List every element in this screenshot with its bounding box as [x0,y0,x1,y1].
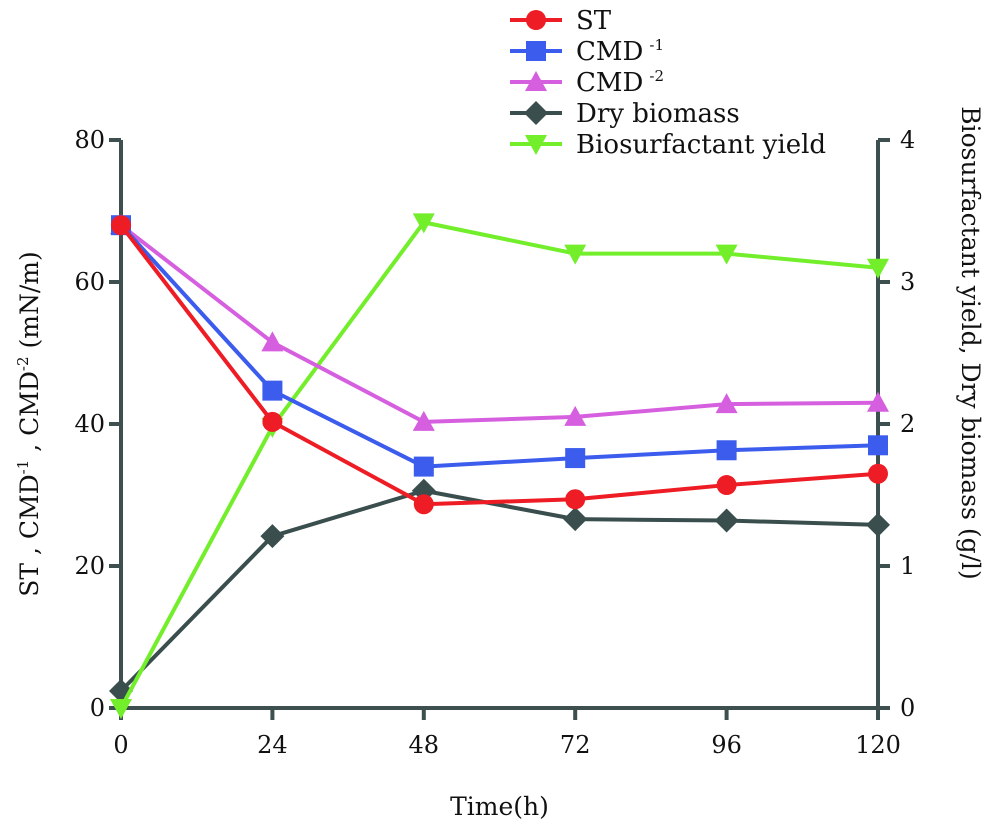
y-right-tick-label: 0 [900,694,915,722]
data-point [412,213,435,234]
data-point [716,440,737,461]
data-point [564,405,587,426]
data-point [526,41,546,61]
data-point [525,135,547,155]
x-tick-label: 120 [855,731,901,759]
data-point [260,524,285,549]
legend-item: ST [510,6,612,36]
legend-item: Biosurfactant yield [510,130,826,160]
y-left-axis-title-part: (mN/m) [15,251,44,356]
data-point [867,391,889,412]
legend-label: ST [576,6,612,36]
data-point [524,101,548,125]
legend-label: Dry biomass [576,99,740,129]
data-point [868,463,888,484]
data-point [525,71,547,91]
x-tick-label: 96 [711,731,742,759]
y-left-axis-title-part: ST , CMD [15,474,44,596]
y-left-tick-label: 80 [74,126,105,154]
data-point [866,512,890,537]
x-tick-label: 24 [257,731,288,759]
y-right-tick-label: 3 [900,268,915,296]
y-left-tick-label: 0 [90,694,105,722]
data-point [715,244,738,265]
y-left-axis-title-part: -2 [14,356,32,371]
data-point [110,699,132,719]
data-point [868,435,888,456]
series-line [119,488,879,693]
legend-item: Dry biomass [510,99,740,129]
series-cmd-1 [111,215,888,477]
y-right-tick-label: 1 [900,552,915,580]
data-point [262,411,283,432]
legend-label-sup: -2 [649,67,664,85]
x-tick-label: 48 [409,731,440,759]
legend-label-text: CMD [576,68,643,98]
data-point [714,508,739,533]
legend-label: CMD -2 [576,67,664,98]
series-biosurfactant-yield [110,213,889,719]
y-left-tick-label: 20 [74,552,105,580]
y-left-tick-label: 40 [74,410,105,438]
data-point [716,475,737,496]
y-left-axis-title-part: , CMD [15,371,44,460]
data-point [563,507,588,532]
legend-label-text: ST [576,6,612,36]
data-point [564,244,587,265]
legend-label-text: Biosurfactant yield [576,130,826,160]
data-point [412,410,435,431]
data-point [867,258,889,279]
data-point [413,456,434,477]
series-line [119,223,879,469]
legend-label-text: CMD [576,37,643,67]
y-left-tick-label: 60 [74,268,105,296]
series-line [119,223,879,424]
series-dry-biomass [109,478,890,703]
legend-item: CMD -2 [510,67,664,98]
x-tick-label: 0 [113,731,128,759]
x-tick-label: 72 [560,731,591,759]
series-st [111,215,888,515]
data-point [526,10,546,30]
legend-label-text: Dry biomass [576,99,740,129]
y-left-axis-title-part: -1 [14,460,32,475]
data-point [565,448,586,469]
data-point [262,380,283,401]
data-point [715,393,738,414]
data-point [111,215,131,236]
data-point [261,331,284,352]
data-point [413,494,434,515]
legend-item: CMD -1 [510,36,664,67]
data-point [565,489,586,510]
series-line [119,220,879,709]
y-right-tick-label: 2 [900,410,915,438]
axes: 0 24 48 72 96 120 0 20 40 60 80 0 1 2 3 4 Time(h) ST , CM… [14,106,985,821]
series-line [119,223,879,507]
y-left-axis-title: ST , CMD-1 , CMD-2 (mN/m) [14,251,44,596]
legend-label: CMD -1 [576,36,664,67]
y-right-axis-title: Biosurfactant yield, Dry biomass (g/l) [956,106,985,580]
series-layer [109,213,890,719]
y-right-tick-label: 4 [900,126,915,154]
series-cmd-2 [110,214,889,431]
legend-label-sup: -1 [649,36,664,54]
legend-label: Biosurfactant yield [576,130,826,160]
x-axis-title: Time(h) [450,792,549,821]
